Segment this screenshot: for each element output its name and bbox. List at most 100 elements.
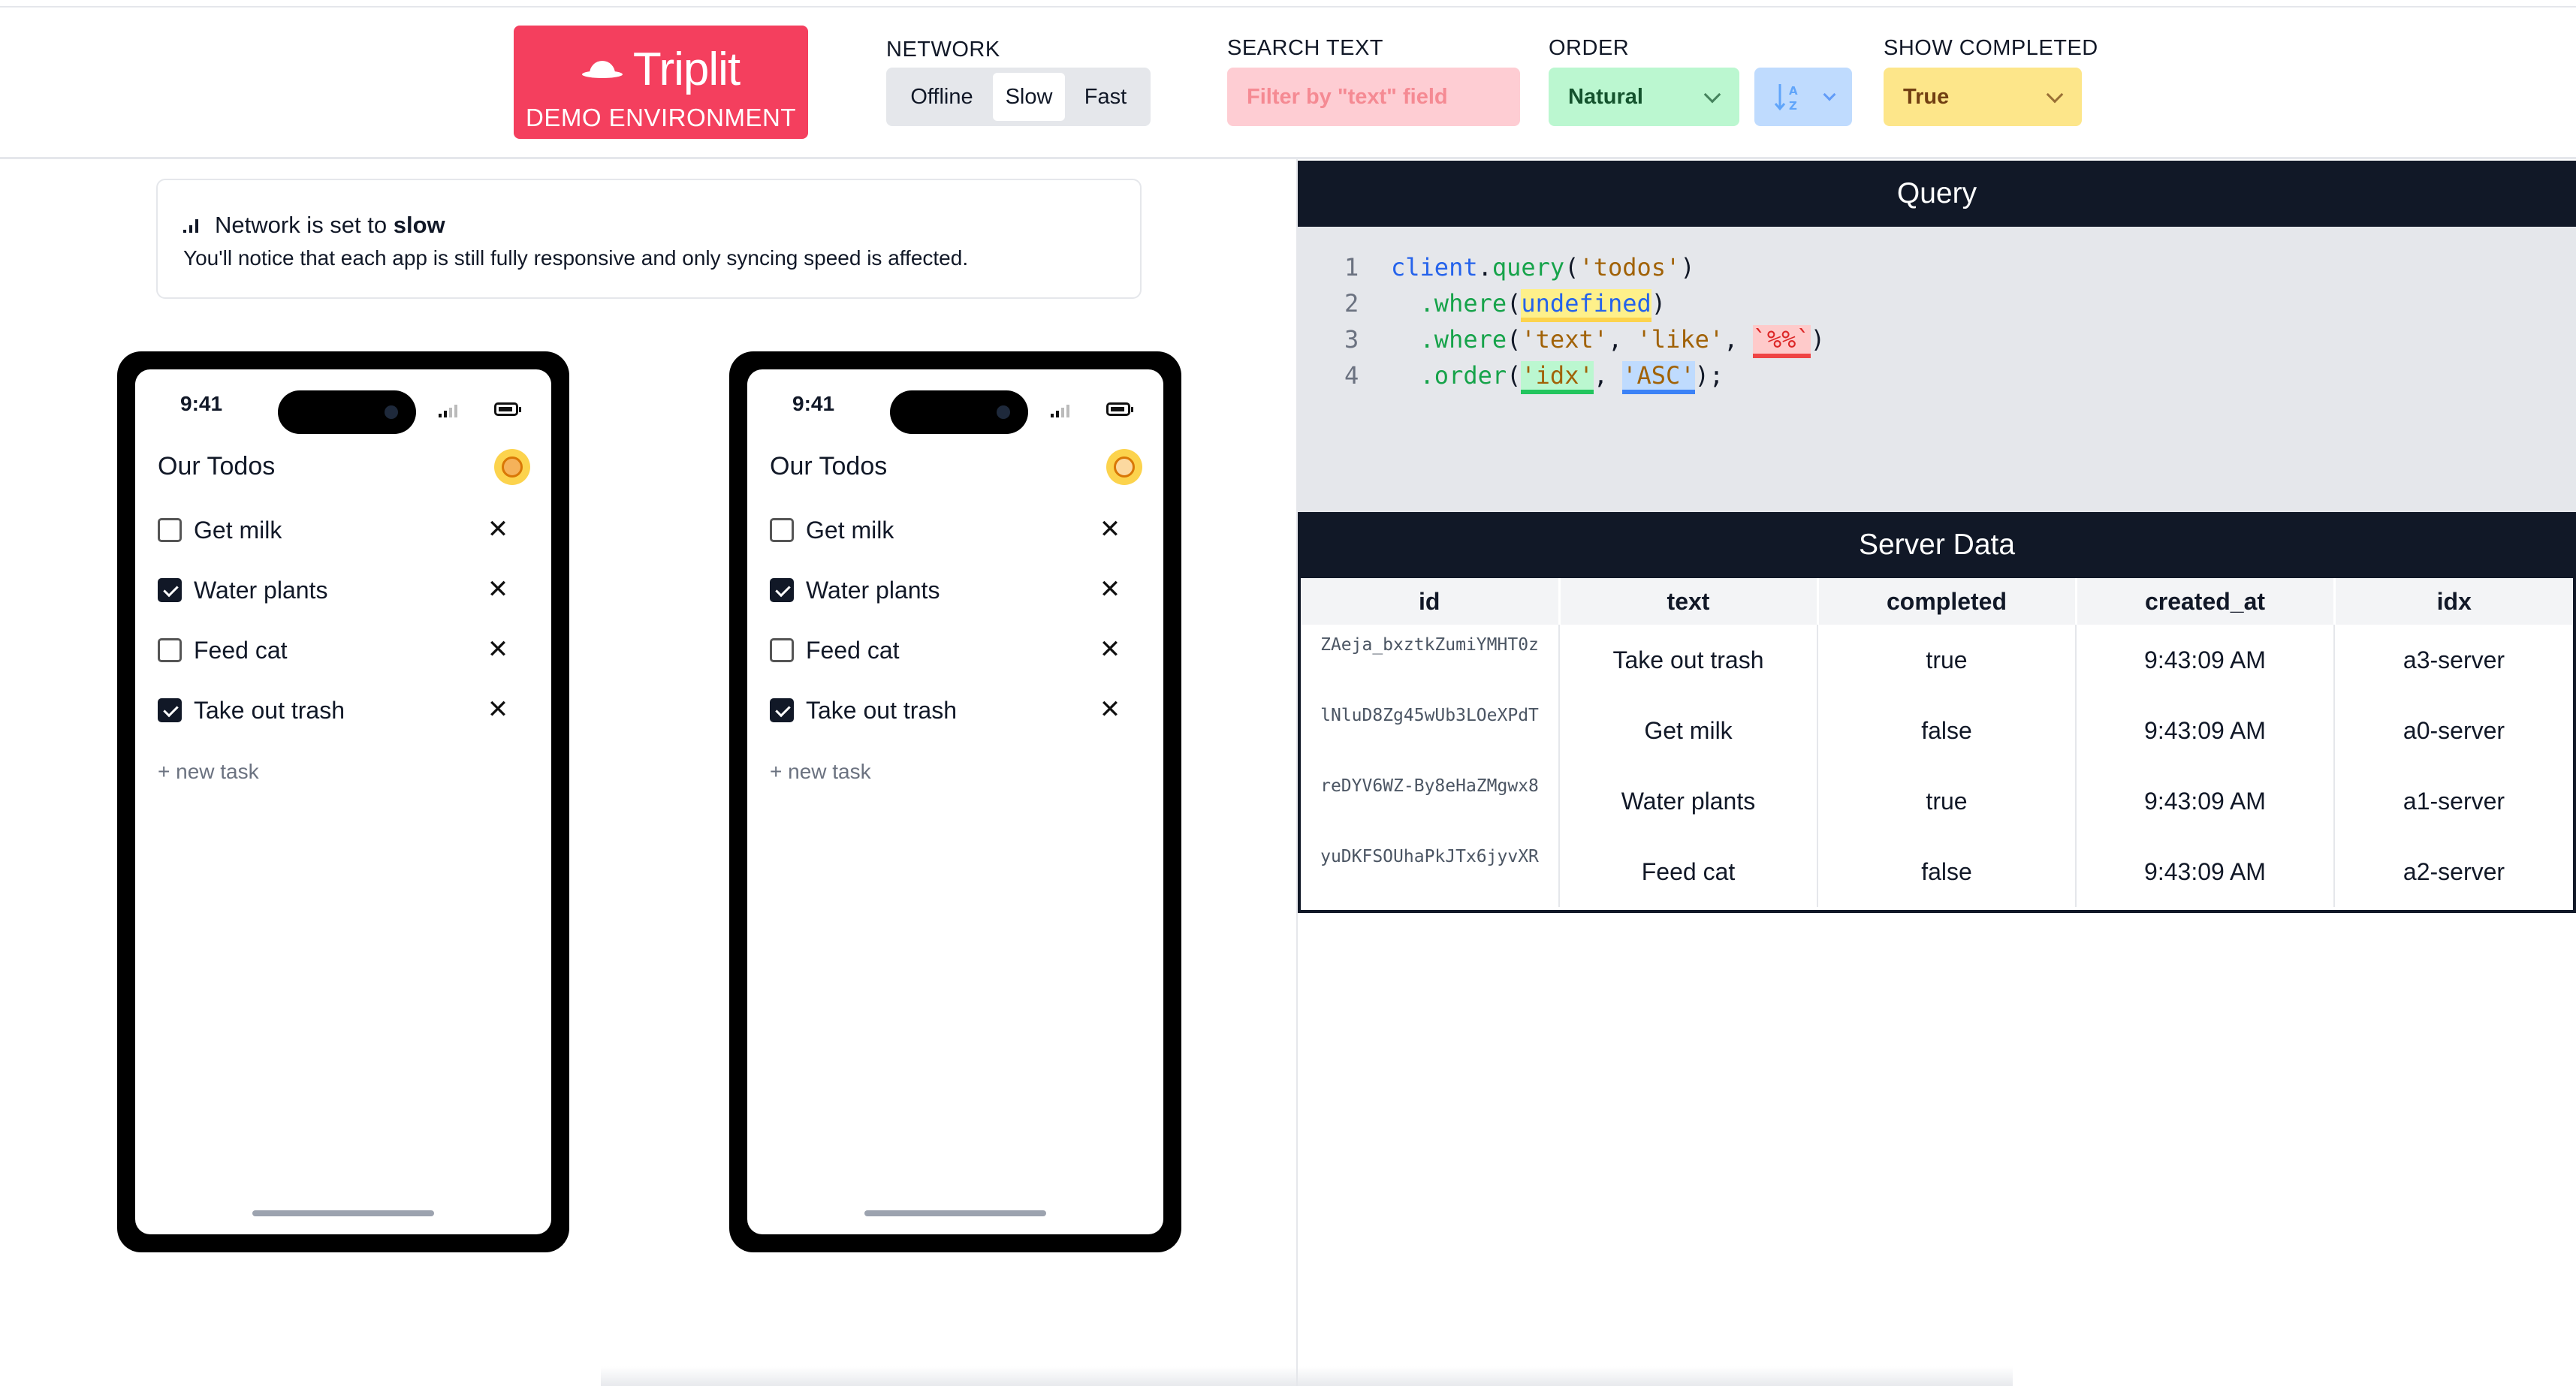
phone-client-1: 9:41 Our Todos Get milk ✕ Water plants ✕… bbox=[117, 351, 569, 1252]
delete-icon[interactable]: ✕ bbox=[1099, 515, 1121, 544]
table-row: reDYV6WZ-By8eHaZMgwx8 Water plants true … bbox=[1301, 766, 2573, 836]
todo-list: Get milk ✕ Water plants ✕ Feed cat ✕ Tak… bbox=[770, 500, 1123, 740]
column-header-id: id bbox=[1301, 578, 1561, 625]
todo-checkbox[interactable] bbox=[770, 638, 794, 662]
todo-item: Feed cat ✕ bbox=[770, 620, 1123, 680]
todo-list: Get milk ✕ Water plants ✕ Feed cat ✕ Tak… bbox=[158, 500, 511, 740]
delete-icon[interactable]: ✕ bbox=[1099, 635, 1121, 664]
show-completed-value: True bbox=[1903, 84, 1950, 109]
todo-checkbox[interactable] bbox=[158, 578, 182, 602]
ufo-icon bbox=[581, 61, 623, 79]
network-option-slow[interactable]: Slow bbox=[993, 73, 1065, 121]
todo-text: Take out trash bbox=[806, 696, 957, 724]
todo-item: Get milk ✕ bbox=[770, 500, 1123, 560]
todo-checkbox[interactable] bbox=[158, 638, 182, 662]
cellular-signal-icon bbox=[1051, 404, 1069, 417]
todo-checkbox[interactable] bbox=[770, 698, 794, 722]
todo-text: Get milk bbox=[194, 516, 282, 544]
dynamic-island bbox=[890, 390, 1028, 434]
home-indicator bbox=[252, 1210, 434, 1216]
table-row: ZAeja_bxztkZumiYMHT0z Take out trash tru… bbox=[1301, 625, 2573, 695]
order-select[interactable]: Natural bbox=[1549, 68, 1739, 126]
cell-completed: false bbox=[1817, 695, 2077, 766]
user-avatar-icon[interactable] bbox=[1106, 449, 1142, 485]
chevron-down-icon bbox=[1703, 86, 1721, 104]
todo-checkbox[interactable] bbox=[158, 518, 182, 542]
todo-item: Take out trash ✕ bbox=[158, 680, 511, 740]
todo-checkbox[interactable] bbox=[770, 518, 794, 542]
network-notice: Network is set to slow You'll notice tha… bbox=[156, 179, 1142, 299]
cell-completed: true bbox=[1817, 625, 2077, 695]
column-header-idx: idx bbox=[2334, 578, 2573, 625]
new-task-button[interactable]: + new task bbox=[770, 760, 871, 783]
search-text-label: SEARCH TEXT bbox=[1227, 36, 1384, 60]
cell-created-at: 9:43:09 AM bbox=[2076, 625, 2335, 695]
svg-text:Z: Z bbox=[1789, 99, 1797, 113]
vertical-divider bbox=[1296, 159, 1298, 1386]
battery-icon bbox=[1106, 402, 1133, 416]
phone-client-2: 9:41 Our Todos Get milk ✕ Water plants ✕… bbox=[729, 351, 1181, 1252]
todo-text: Take out trash bbox=[194, 696, 345, 724]
user-avatar-icon[interactable] bbox=[494, 449, 530, 485]
home-indicator bbox=[864, 1210, 1046, 1216]
delete-icon[interactable]: ✕ bbox=[487, 635, 509, 664]
todo-list-title: Our Todos bbox=[770, 452, 888, 481]
battery-icon bbox=[494, 402, 521, 416]
cell-idx: a1-server bbox=[2403, 787, 2505, 815]
search-input[interactable] bbox=[1227, 68, 1520, 126]
notice-title-value: slow bbox=[393, 212, 445, 238]
network-option-offline[interactable]: Offline bbox=[910, 84, 973, 109]
cell-created-at: 9:43:09 AM bbox=[2076, 836, 2335, 907]
todo-item: Water plants ✕ bbox=[770, 560, 1123, 620]
code-line: 2 .where(undefined) bbox=[1344, 285, 1825, 322]
cell-completed: false bbox=[1817, 836, 2077, 907]
delete-icon[interactable]: ✕ bbox=[1099, 575, 1121, 604]
triplit-logo: Triplit DEMO ENVIRONMENT bbox=[514, 26, 808, 139]
cell-idx: a3-server bbox=[2403, 646, 2505, 673]
delete-icon[interactable]: ✕ bbox=[487, 575, 509, 604]
line-number: 1 bbox=[1344, 253, 1359, 282]
server-data-table: id text completed created_at idx ZAeja_b… bbox=[1301, 578, 2573, 907]
cell-completed: true bbox=[1817, 766, 2077, 836]
line-number: 2 bbox=[1344, 289, 1359, 318]
browser-top-edge bbox=[0, 0, 2576, 8]
line-number: 4 bbox=[1344, 361, 1359, 390]
notice-title-prefix: Network is set to bbox=[215, 212, 388, 238]
status-time: 9:41 bbox=[792, 392, 835, 415]
query-panel-header: Query bbox=[1298, 161, 2576, 227]
code-line: 3 .where('text', 'like', `%%`) bbox=[1344, 321, 1825, 358]
delete-icon[interactable]: ✕ bbox=[487, 695, 509, 724]
todo-text: Feed cat bbox=[806, 636, 900, 664]
show-completed-select[interactable]: True bbox=[1884, 68, 2082, 126]
order-direction-select[interactable]: A Z bbox=[1754, 68, 1852, 126]
todo-text: Water plants bbox=[194, 576, 328, 604]
delete-icon[interactable]: ✕ bbox=[487, 515, 509, 544]
cell-text: Get milk bbox=[1559, 695, 1818, 766]
sort-ascending-icon: A Z bbox=[1774, 84, 1798, 113]
phone-screen: 9:41 Our Todos Get milk ✕ Water plants ✕… bbox=[747, 369, 1163, 1234]
cellular-signal-icon bbox=[439, 404, 457, 417]
column-header-created-at: created_at bbox=[2076, 578, 2336, 625]
cell-idx: a2-server bbox=[2403, 857, 2505, 885]
query-code-panel: 1 client.query('todos') 2 .where(undefined… bbox=[1298, 227, 2576, 512]
todo-checkbox[interactable] bbox=[770, 578, 794, 602]
code-line: 1 client.query('todos') bbox=[1344, 249, 1825, 285]
todo-text: Water plants bbox=[806, 576, 940, 604]
server-data-panel-header: Server Data bbox=[1298, 512, 2576, 578]
order-select-value: Natural bbox=[1568, 84, 1643, 109]
new-task-button[interactable]: + new task bbox=[158, 760, 259, 783]
todo-item: Take out trash ✕ bbox=[770, 680, 1123, 740]
server-data-table-wrapper: id text completed created_at idx ZAeja_b… bbox=[1298, 578, 2576, 913]
status-time: 9:41 bbox=[180, 392, 223, 415]
delete-icon[interactable]: ✕ bbox=[1099, 695, 1121, 724]
todo-item: Get milk ✕ bbox=[158, 500, 511, 560]
cell-created-at: 9:43:09 AM bbox=[2076, 695, 2335, 766]
todo-checkbox[interactable] bbox=[158, 698, 182, 722]
logo-subtitle: DEMO ENVIRONMENT bbox=[525, 104, 796, 131]
cell-id: ZAeja_bxztkZumiYMHT0z bbox=[1301, 625, 1560, 695]
cell-idx: a0-server bbox=[2403, 716, 2505, 744]
column-header-completed: completed bbox=[1817, 578, 2077, 625]
network-option-fast[interactable]: Fast bbox=[1084, 84, 1127, 109]
query-code: 1 client.query('todos') 2 .where(undefined… bbox=[1344, 249, 1825, 394]
notice-title: Network is set to slow bbox=[183, 212, 445, 239]
